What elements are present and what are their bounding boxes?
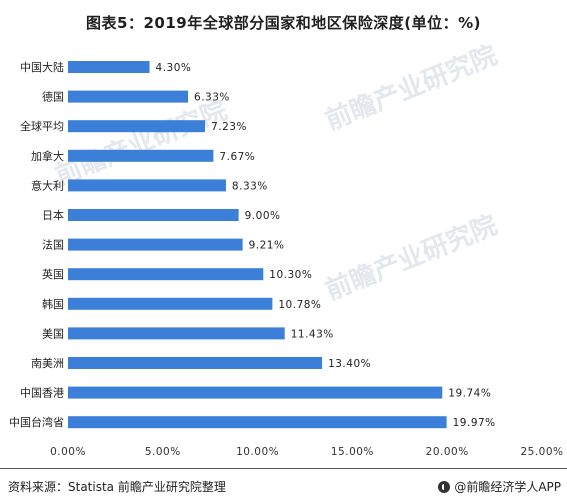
value-label: 4.30% <box>156 62 192 74</box>
value-label: 10.30% <box>269 269 312 281</box>
brand-credit: @前瞻经济学人APP <box>438 478 561 495</box>
bar <box>68 416 447 429</box>
bars-group: 中国大陆 4.30% 德国 6.33% 全球平均 7.23% 加拿大 7.67% 意大利 8.33… <box>9 60 496 429</box>
x-tick-label: 0.00% <box>50 446 86 458</box>
bar <box>68 61 150 73</box>
x-tick-label: 20.00% <box>426 446 469 458</box>
watermark-text: 前瞻产业研究院 <box>51 95 231 192</box>
value-label: 9.21% <box>249 240 285 252</box>
bar <box>68 179 226 192</box>
brand-logo-icon <box>438 480 451 493</box>
bar <box>68 268 264 281</box>
value-label: 7.23% <box>211 121 247 133</box>
category-label: 南美洲 <box>31 357 64 370</box>
category-label: 中国香港 <box>20 387 64 400</box>
category-label: 美国 <box>42 327 64 340</box>
bar <box>68 297 273 310</box>
bar <box>68 90 189 103</box>
value-label: 19.74% <box>448 388 491 400</box>
bar <box>68 357 323 369</box>
category-label: 中国大陆 <box>20 60 64 74</box>
value-label: 6.33% <box>194 92 230 104</box>
chart-title: 图表5：2019年全球部分国家和地区保险深度(单位：%) <box>86 14 481 32</box>
bar <box>68 120 206 133</box>
bar <box>68 327 285 340</box>
value-label: 7.67% <box>219 151 255 163</box>
x-tick-label: 10.00% <box>236 446 279 458</box>
value-label: 8.33% <box>232 180 268 192</box>
x-axis: 0.00% 5.00% 10.00% 15.00% 20.00% 25.00% <box>50 446 563 458</box>
bar <box>68 149 214 162</box>
footer: 资料来源：Statista 前瞻产业研究院整理 @前瞻经济学人APP <box>0 468 567 504</box>
brand-text: @前瞻经济学人APP <box>454 480 561 494</box>
bar <box>68 386 443 399</box>
value-label: 11.43% <box>291 328 334 340</box>
x-tick-label: 15.00% <box>331 446 374 458</box>
value-label: 9.00% <box>245 210 281 222</box>
watermark-text: 前瞻产业研究院 <box>321 40 501 137</box>
category-label: 意大利 <box>31 178 64 192</box>
source-text: 资料来源：Statista 前瞻产业研究院整理 <box>8 480 226 494</box>
watermark-text: 前瞻产业研究院 <box>321 210 501 307</box>
x-tick-label: 5.00% <box>145 446 181 458</box>
category-label: 日本 <box>42 208 64 222</box>
category-label: 韩国 <box>42 297 64 311</box>
category-label: 中国台湾省 <box>9 415 64 429</box>
category-label: 德国 <box>42 90 64 104</box>
category-label: 法国 <box>42 238 64 252</box>
value-label: 10.78% <box>278 299 321 311</box>
category-label: 英国 <box>42 267 64 281</box>
value-label: 13.40% <box>328 358 371 370</box>
category-label: 加拿大 <box>31 149 64 163</box>
x-tick-label: 25.00% <box>520 446 563 458</box>
bar <box>68 209 239 221</box>
bar <box>68 238 243 251</box>
category-label: 全球平均 <box>20 119 64 133</box>
value-label: 19.97% <box>453 417 496 429</box>
